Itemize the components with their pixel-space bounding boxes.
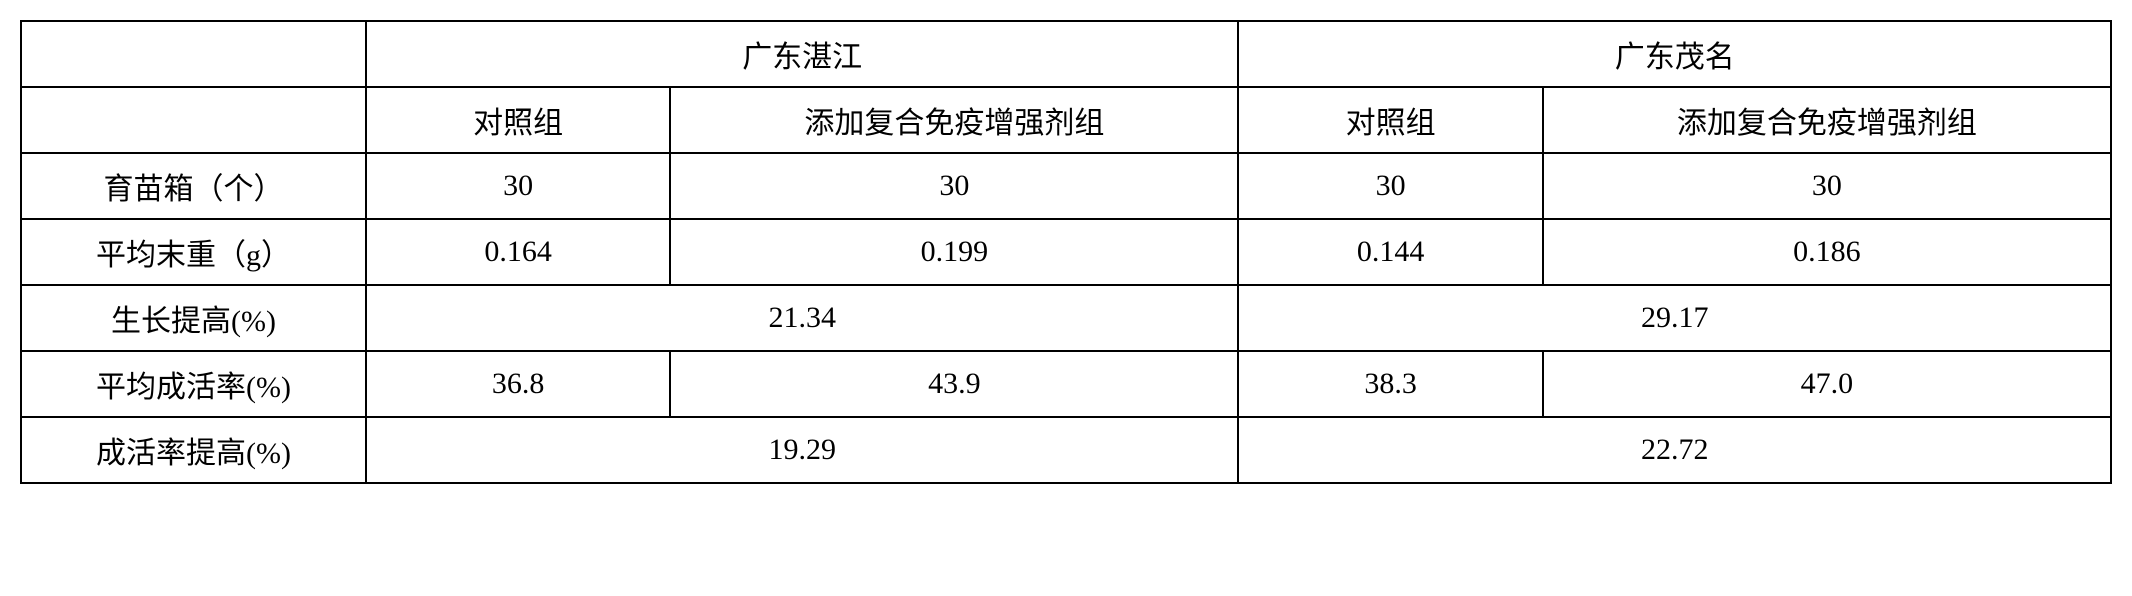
cell-merged: 22.72	[1238, 417, 2111, 483]
table-row: 平均末重（g） 0.164 0.199 0.144 0.186	[21, 219, 2111, 285]
header-row-1: 广东湛江 广东茂名	[21, 21, 2111, 87]
header-l1-treatment: 添加复合免疫增强剂组	[670, 87, 1238, 153]
cell: 36.8	[366, 351, 670, 417]
cell-merged: 21.34	[366, 285, 1239, 351]
cell: 0.199	[670, 219, 1238, 285]
table-row: 育苗箱（个） 30 30 30 30	[21, 153, 2111, 219]
row-label: 平均成活率(%)	[21, 351, 366, 417]
cell: 0.186	[1543, 219, 2111, 285]
cell: 30	[366, 153, 670, 219]
cell-merged: 29.17	[1238, 285, 2111, 351]
table-row: 成活率提高(%) 19.29 22.72	[21, 417, 2111, 483]
cell: 43.9	[670, 351, 1238, 417]
cell: 30	[1543, 153, 2111, 219]
header-l2-treatment: 添加复合免疫增强剂组	[1543, 87, 2111, 153]
table-row: 平均成活率(%) 36.8 43.9 38.3 47.0	[21, 351, 2111, 417]
results-table: 广东湛江 广东茂名 对照组 添加复合免疫增强剂组 对照组 添加复合免疫增强剂组 …	[20, 20, 2112, 484]
row-label: 育苗箱（个）	[21, 153, 366, 219]
header-location-1: 广东湛江	[366, 21, 1239, 87]
header-l2-control: 对照组	[1238, 87, 1542, 153]
cell: 47.0	[1543, 351, 2111, 417]
cell: 30	[670, 153, 1238, 219]
header-location-2: 广东茂名	[1238, 21, 2111, 87]
cell: 30	[1238, 153, 1542, 219]
row-label: 生长提高(%)	[21, 285, 366, 351]
table-row: 生长提高(%) 21.34 29.17	[21, 285, 2111, 351]
cell-merged: 19.29	[366, 417, 1239, 483]
header-row-2: 对照组 添加复合免疫增强剂组 对照组 添加复合免疫增强剂组	[21, 87, 2111, 153]
header-empty	[21, 21, 366, 87]
header-l1-control: 对照组	[366, 87, 670, 153]
row-label: 成活率提高(%)	[21, 417, 366, 483]
cell: 38.3	[1238, 351, 1542, 417]
cell: 0.144	[1238, 219, 1542, 285]
header-empty-2	[21, 87, 366, 153]
row-label: 平均末重（g）	[21, 219, 366, 285]
cell: 0.164	[366, 219, 670, 285]
